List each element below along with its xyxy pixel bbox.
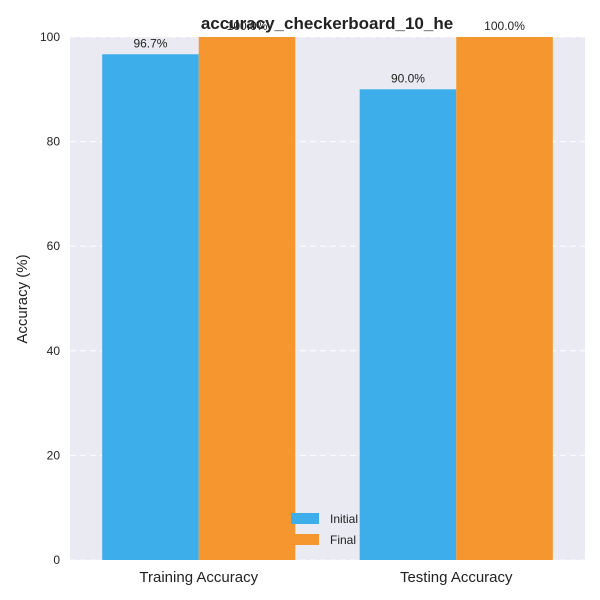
- y-tick-label: 100: [40, 30, 60, 44]
- bar-final-0: [198, 37, 296, 560]
- bar-initial-0: [102, 54, 199, 560]
- legend-label-initial: Initial: [330, 512, 358, 526]
- y-tick-label: 0: [53, 553, 60, 567]
- legend-label-final: Final: [330, 533, 356, 547]
- y-tick-label: 20: [47, 448, 61, 462]
- legend: Initial Final: [291, 512, 358, 547]
- data-labels: 96.7% 100.0% 90.0% 100.0%: [133, 19, 525, 85]
- chart-title: accuracy_checkerboard_10_he: [201, 14, 453, 33]
- y-tick-label: 60: [47, 239, 61, 253]
- x-tick-label: Training Accuracy: [139, 569, 258, 586]
- bars: [102, 37, 553, 561]
- bar-value-label: 100.0%: [227, 19, 268, 33]
- bar-value-label: 100.0%: [484, 19, 525, 33]
- y-tick-label: 80: [47, 135, 61, 149]
- x-axis-ticks: Training Accuracy Testing Accuracy: [139, 569, 513, 586]
- bar-value-label: 90.0%: [391, 71, 425, 85]
- legend-swatch-initial: [291, 513, 319, 524]
- bar-initial-1: [359, 89, 457, 561]
- x-tick-label: Testing Accuracy: [400, 569, 513, 586]
- y-axis-ticks: 0 20 40 60 80 100: [40, 30, 60, 567]
- bar-final-1: [456, 37, 553, 560]
- bar-value-label: 96.7%: [133, 36, 167, 50]
- y-axis-label: Accuracy (%): [14, 254, 31, 343]
- y-tick-label: 40: [47, 344, 61, 358]
- legend-swatch-final: [291, 534, 319, 545]
